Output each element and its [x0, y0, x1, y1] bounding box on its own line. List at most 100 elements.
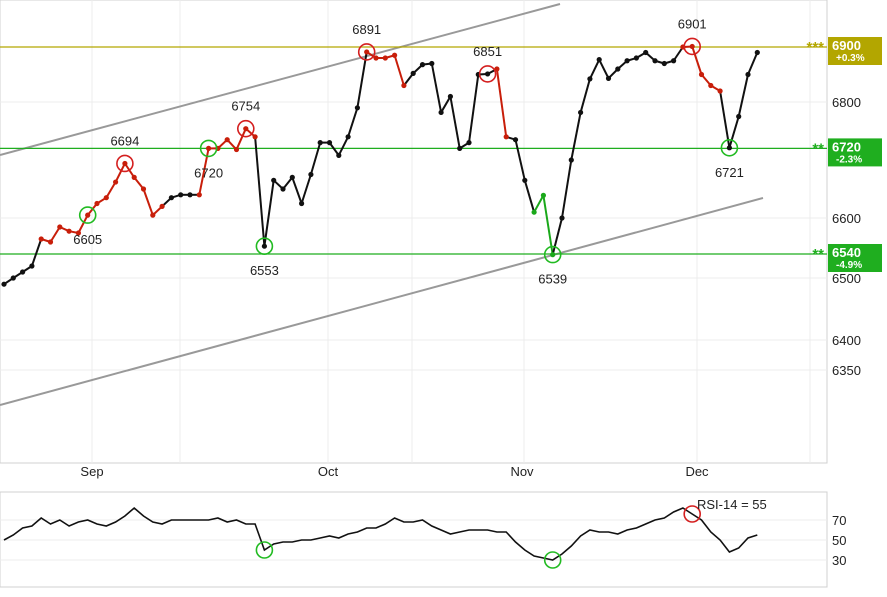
price-point	[103, 195, 109, 201]
swing-low-label: 6539	[538, 272, 567, 287]
price-segment	[142, 188, 154, 216]
price-point	[29, 263, 35, 269]
price-point	[243, 126, 249, 132]
price-point	[503, 134, 509, 140]
price-segment	[235, 128, 247, 150]
level-label-box	[828, 244, 882, 272]
price-point	[447, 93, 453, 100]
price-segment	[533, 194, 545, 213]
price-point	[736, 113, 742, 120]
rsi-high-marker	[683, 505, 702, 523]
swing-low-marker	[720, 139, 739, 157]
price-point	[512, 137, 519, 143]
price-point	[66, 228, 72, 234]
swing-low-marker	[78, 206, 97, 224]
price-point	[326, 140, 333, 146]
level-pct-label: -2.3%	[836, 154, 862, 165]
price-point	[150, 212, 156, 218]
swing-markers: 6694 6605 6754 6553 6891 6720 6851 6539 6901 6721	[73, 16, 744, 286]
price-point	[345, 134, 351, 140]
price-point	[280, 186, 286, 192]
price-point	[466, 140, 472, 146]
price-segment	[309, 142, 322, 175]
channel-lower-line	[0, 197, 764, 406]
price-point	[587, 76, 593, 82]
price-point	[726, 145, 733, 151]
price-segment	[598, 59, 610, 79]
x-tick-label: Dec	[685, 464, 709, 479]
price-point	[168, 195, 174, 201]
rsi-low-marker	[255, 541, 274, 559]
price-point	[485, 71, 491, 77]
swing-high-marker	[237, 119, 255, 138]
price-point	[354, 105, 360, 111]
y-tick-labels: 6800 6600 6500 6400 6350	[832, 95, 861, 378]
price-segment	[579, 78, 591, 113]
price-segment	[719, 90, 731, 148]
price-point	[457, 145, 463, 151]
x-tick-labels: Sep Oct Nov Dec	[80, 464, 709, 479]
price-point	[187, 192, 193, 198]
price-segment	[263, 180, 275, 247]
price-point	[559, 215, 565, 221]
swing-high-label: 6851	[473, 44, 502, 59]
price-point	[596, 57, 602, 63]
level-value-label: 6540	[832, 245, 861, 260]
price-point	[178, 192, 184, 198]
x-tick-label: Oct	[318, 464, 339, 479]
price-segment	[570, 112, 582, 161]
price-point	[624, 58, 630, 64]
price-point	[336, 152, 342, 158]
price-point	[429, 60, 435, 67]
swing-low-label: 6721	[715, 165, 744, 180]
price-segment	[523, 180, 536, 213]
price-segment	[300, 174, 312, 204]
price-segment	[588, 59, 601, 80]
trend-channel	[0, 3, 764, 406]
rsi-tick-label: 30	[832, 553, 846, 568]
price-point	[754, 49, 760, 56]
price-segment	[440, 95, 452, 113]
price-point	[1, 281, 7, 287]
price-point	[140, 186, 147, 192]
price-point	[419, 62, 426, 68]
price-point	[131, 174, 137, 180]
price-point	[10, 275, 16, 281]
price-segment	[495, 68, 508, 137]
swing-high-marker	[357, 43, 376, 61]
swing-high-marker	[683, 37, 702, 56]
price-point	[550, 252, 556, 258]
swing-high-marker	[116, 154, 134, 173]
price-point	[271, 177, 277, 183]
price-point	[373, 55, 379, 61]
price-point	[698, 71, 705, 78]
price-segment	[356, 51, 368, 108]
level-label-box	[828, 138, 882, 167]
rsi-tick-label: 50	[832, 533, 846, 548]
price-point	[671, 58, 677, 64]
price-segment	[347, 107, 359, 138]
price-point	[531, 209, 537, 215]
price-point	[122, 160, 128, 167]
price-segment	[114, 163, 126, 183]
price-point	[540, 192, 547, 198]
price-point	[615, 66, 621, 72]
level-pct-label: -4.9%	[836, 260, 862, 271]
price-segment	[728, 116, 740, 149]
rsi-tick-label: 70	[832, 513, 846, 528]
x-tick-label: Nov	[510, 464, 534, 479]
price-segment	[337, 136, 349, 156]
price-segment	[514, 139, 526, 181]
price-point	[47, 239, 54, 245]
y-tick-label: 6500	[832, 271, 861, 286]
level-stars: ***	[806, 39, 824, 56]
price-point	[578, 109, 584, 116]
price-segment	[672, 46, 684, 62]
price-segment	[551, 217, 563, 255]
price-point	[643, 49, 649, 56]
level-value-label: 6900	[832, 38, 861, 53]
price-segment	[49, 226, 61, 243]
price-point	[159, 203, 165, 209]
price-segment	[393, 54, 405, 86]
price-point	[745, 71, 751, 78]
